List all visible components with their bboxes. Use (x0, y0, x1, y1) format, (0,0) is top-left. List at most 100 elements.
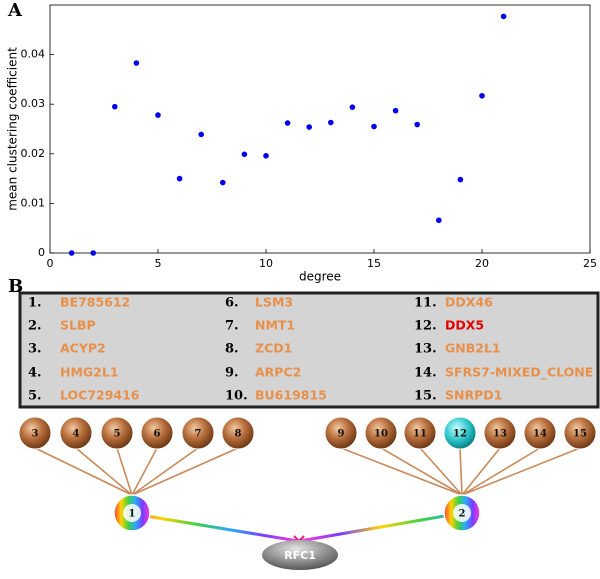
node-label: 12 (453, 429, 467, 440)
node-label: 3 (32, 429, 39, 440)
x-tick-label: 0 (47, 257, 54, 270)
arrow (75, 447, 133, 496)
node-label: 6 (154, 429, 161, 440)
item-name: DDX46 (445, 295, 493, 310)
edge (127, 511, 299, 543)
item-name: LOC729416 (60, 388, 140, 403)
item-name: LSM3 (255, 295, 293, 310)
point (479, 92, 485, 99)
edge (299, 511, 463, 543)
arrow (419, 447, 463, 496)
point (306, 124, 313, 130)
node (443, 416, 477, 450)
node-label: 9 (338, 429, 345, 440)
point (263, 152, 269, 159)
node (403, 416, 437, 450)
node-label: 15 (573, 429, 587, 440)
point (133, 60, 140, 66)
arrow (131, 447, 199, 496)
item-number: 8. (225, 342, 239, 357)
y-axis-label: mean clustering coefficient (6, 47, 20, 211)
x-tick-label: 5 (155, 257, 162, 270)
arrow (131, 447, 158, 496)
node (563, 416, 597, 450)
point (436, 217, 442, 224)
point (457, 176, 464, 183)
point (220, 179, 226, 186)
y-tick-label: 0.02 (21, 147, 46, 160)
item-name: HMG2L1 (60, 365, 119, 380)
item-name: ARPC2 (255, 365, 301, 380)
item-name: NMT1 (255, 318, 295, 333)
item-name: GNB2L1 (445, 341, 501, 356)
node-label: 10 (374, 429, 388, 440)
node-label: 11 (413, 429, 427, 440)
item-name: BE785612 (60, 295, 130, 310)
item-number: 12. (414, 319, 437, 334)
arrow (461, 447, 581, 496)
node-label: 13 (493, 429, 507, 440)
point (241, 151, 248, 158)
hub-label: 1 (129, 509, 136, 520)
node (181, 416, 215, 450)
x-tick-label: 15 (367, 257, 381, 270)
node-label: 5 (114, 429, 121, 440)
y-tick-label: 0.01 (21, 196, 46, 209)
item-number: 5. (28, 389, 42, 404)
y-tick-label: 0.04 (21, 48, 46, 61)
node (221, 416, 255, 450)
node (364, 416, 398, 450)
point (328, 119, 334, 126)
x-tick-label: 25 (583, 257, 597, 270)
item-name: SLBP (60, 318, 96, 333)
x-axis-label: degree (299, 270, 341, 284)
node (523, 416, 557, 450)
point (68, 250, 75, 256)
item-name: ZCD1 (255, 341, 292, 356)
point (176, 175, 183, 182)
item-number: 3. (28, 342, 42, 357)
node (59, 416, 93, 450)
hub-label: 2 (459, 509, 466, 520)
gene-list-box (18, 291, 600, 409)
item-name: SFRS7-MIXED_CLONE (445, 365, 593, 381)
node-label: 8 (235, 429, 242, 440)
node (324, 416, 358, 450)
node (18, 416, 52, 450)
arrow (459, 447, 463, 496)
item-name: ACYP2 (60, 341, 106, 356)
plot-frame (49, 4, 591, 254)
y-tick-label: 0 (38, 246, 45, 259)
point (500, 13, 507, 20)
item-name: BU619815 (255, 388, 327, 403)
point (349, 104, 356, 110)
item-number: 7. (225, 319, 239, 334)
item-name: DDX5 (445, 318, 484, 333)
item-number: 4. (28, 366, 42, 381)
arrow (461, 447, 541, 496)
y-tick-label: 0.03 (21, 97, 46, 110)
node-label: 14 (533, 429, 547, 440)
item-number: 10. (225, 389, 248, 404)
node (140, 416, 174, 450)
arrow (34, 447, 133, 496)
arrow (131, 447, 239, 496)
point (198, 131, 204, 138)
point (112, 103, 118, 110)
node (100, 416, 134, 450)
point (155, 112, 161, 118)
node (483, 416, 517, 450)
point (371, 123, 377, 130)
arrow (340, 447, 463, 496)
target-label: RFC1 (284, 549, 316, 562)
item-number: 15. (414, 389, 437, 404)
point (392, 107, 399, 114)
item-name: SNRPD1 (445, 388, 502, 403)
arrow (116, 447, 133, 496)
item-number: 1. (28, 296, 42, 311)
item-number: 2. (28, 319, 42, 334)
item-number: 6. (225, 296, 239, 311)
item-number: 11. (414, 296, 437, 311)
point (414, 121, 421, 128)
